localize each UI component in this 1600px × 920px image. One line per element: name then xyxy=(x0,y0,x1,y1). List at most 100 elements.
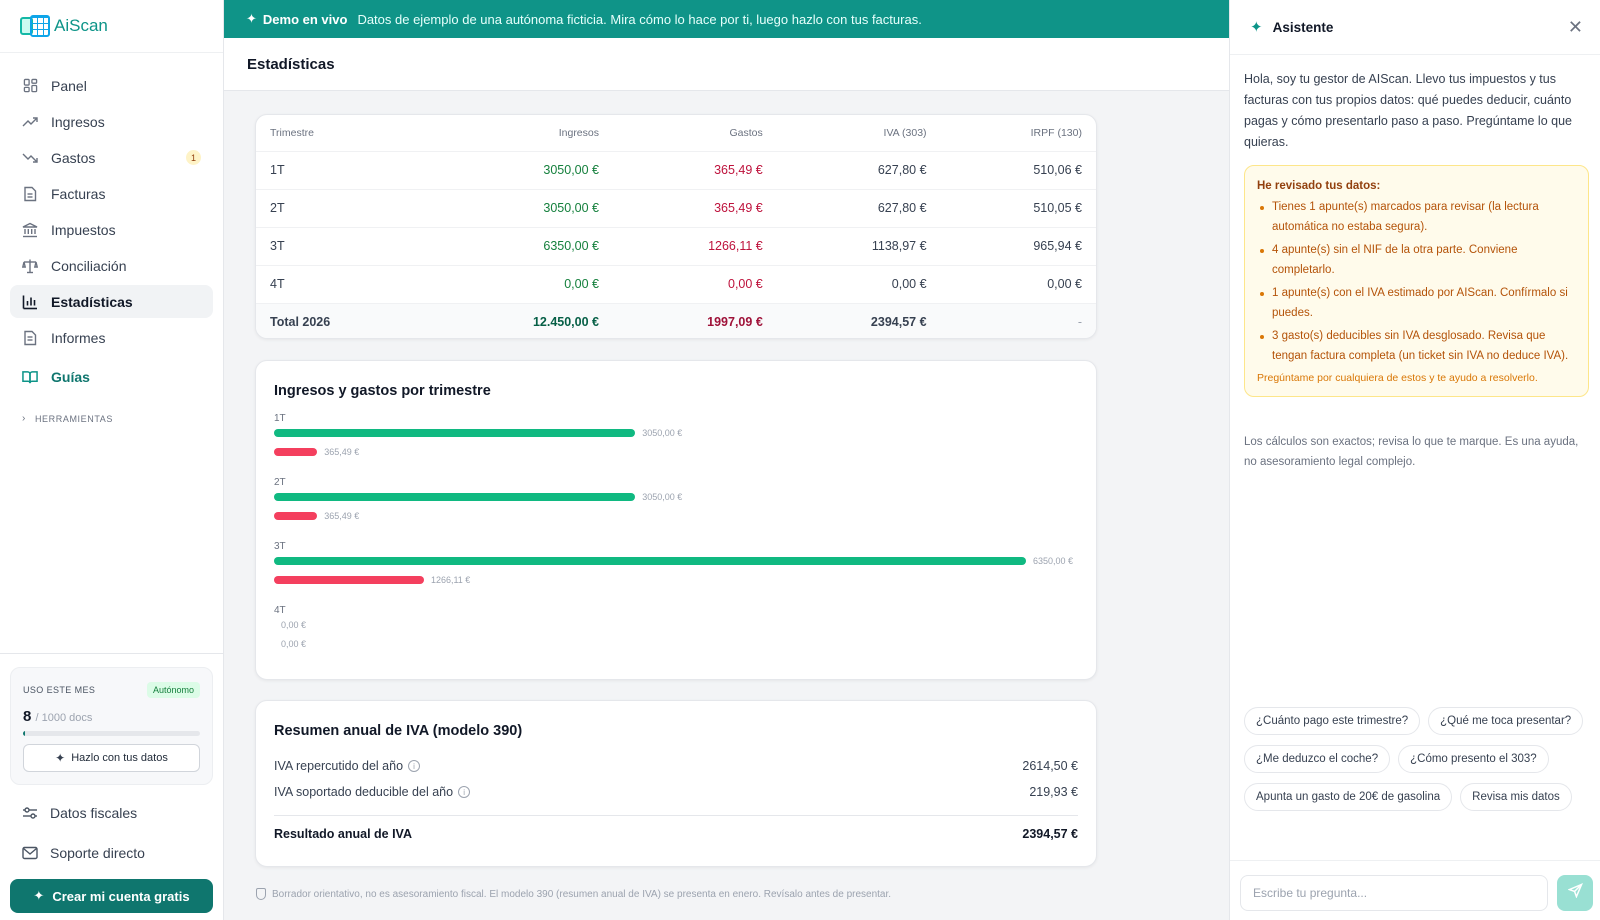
suggestion-chip[interactable]: ¿Qué me toca presentar? xyxy=(1428,707,1584,735)
quarter-table: Trimestre Ingresos Gastos IVA (303) IRPF (13… xyxy=(256,115,1096,338)
usage-limit: / 1000 docs xyxy=(35,712,93,724)
table-cell: 12.450,00 € xyxy=(532,315,599,330)
iva-repercutido-row: IVA repercutido del año i 2614,50 € xyxy=(274,759,1078,773)
page-title: Estadísticas xyxy=(224,38,1229,91)
sidebar-item-datos-fiscales[interactable]: Datos fiscales xyxy=(0,795,223,831)
scale-icon xyxy=(22,258,38,274)
sidebar-item-ingresos[interactable]: Ingresos xyxy=(10,105,213,138)
assistant-panel: ✦ Asistente ✕ Hola, soy tu gestor de AIS… xyxy=(1229,0,1600,920)
sidebar-item-label: Guías xyxy=(51,368,90,385)
bar-value-label: 3050,00 € xyxy=(642,428,683,438)
iva-soportado-value: 219,93 € xyxy=(1029,785,1078,799)
review-item: 3 gasto(s) deducibles sin IVA desglosado… xyxy=(1257,327,1576,366)
assistant-intro: Hola, soy tu gestor de AIScan. Llevo tus… xyxy=(1244,72,1572,149)
sidebar-item-label: Impuestos xyxy=(51,221,116,238)
column-header: IRPF (130) xyxy=(1030,126,1082,139)
close-icon[interactable]: ✕ xyxy=(1567,17,1583,37)
sidebar: AiScan Panel Ingresos Gastos 1 Facturas … xyxy=(0,0,224,920)
sidebar-item-panel[interactable]: Panel xyxy=(10,69,213,102)
table-cell: 510,06 € xyxy=(1033,163,1082,177)
table-cell: 365,49 € xyxy=(714,201,763,215)
assistant-input-bar xyxy=(1230,860,1600,920)
income-bar xyxy=(274,493,636,501)
tools-toggle[interactable]: › HERRAMIENTAS xyxy=(22,413,223,424)
table-cell: 0,00 € xyxy=(1047,277,1082,291)
use-own-data-button[interactable]: ✦ Hazlo con tus datos xyxy=(23,744,200,772)
plan-badge: Autónomo xyxy=(146,682,200,698)
usage-label: USO ESTE MES xyxy=(23,685,96,695)
income-bar xyxy=(274,429,636,437)
sidebar-item-facturas[interactable]: Facturas xyxy=(10,177,213,210)
table-cell: 1266,11 € xyxy=(708,239,763,253)
chart-card: Ingresos y gastos por trimestre 1T 3050,0… xyxy=(255,360,1097,680)
chart-category-label: 2T xyxy=(274,477,286,488)
usage-card: USO ESTE MES Autónomo 8 / 1000 docs ✦ Ha… xyxy=(10,667,213,785)
iva-summary-card: Resumen anual de IVA (modelo 390) IVA re… xyxy=(255,700,1097,867)
iva-summary-title: Resumen anual de IVA (modelo 390) xyxy=(274,723,523,739)
assistant-input[interactable] xyxy=(1240,875,1548,911)
table-cell: 2394,57 € xyxy=(870,315,927,330)
sliders-icon xyxy=(22,805,38,821)
sidebar-item-conciliacion[interactable]: Conciliación xyxy=(10,249,213,282)
bar-value-label: 365,49 € xyxy=(324,511,360,521)
sidebar-item-label: Estadísticas xyxy=(51,293,133,310)
table-cell: 1997,09 € xyxy=(707,315,763,330)
sidebar-item-label: Gastos xyxy=(51,149,96,166)
suggestion-chip[interactable]: Revisa mis datos xyxy=(1460,783,1572,811)
assistant-title: Asistente xyxy=(1272,19,1334,35)
suggestion-chip[interactable]: ¿Me deduzco el coche? xyxy=(1244,745,1391,773)
bar-value-label: 6350,00 € xyxy=(1033,556,1074,566)
sidebar-item-label: Facturas xyxy=(51,185,106,202)
iva-soportado-label: IVA soportado deducible del año xyxy=(274,785,454,799)
column-header: Trimestre xyxy=(270,126,314,139)
expense-bar xyxy=(274,576,424,584)
usage-count-value: 8 xyxy=(23,708,32,725)
iva-result-row: Resultado anual de IVA 2394,57 € xyxy=(274,827,1078,841)
sidebar-item-estadisticas[interactable]: Estadísticas xyxy=(10,285,213,318)
table-cell: 4T xyxy=(270,277,285,291)
dashboard-icon xyxy=(22,78,38,94)
logo-icon xyxy=(20,15,50,37)
review-item: Tienes 1 apunte(s) marcados para revisar… xyxy=(1257,198,1576,237)
logo[interactable]: AiScan xyxy=(0,0,223,53)
info-icon[interactable]: i xyxy=(408,760,421,772)
sidebar-item-informes[interactable]: Informes xyxy=(10,321,213,354)
sidebar-item-label: Panel xyxy=(51,77,87,94)
disclaimer: Borrador orientativo, no es asesoramient… xyxy=(256,888,891,900)
table-cell: Total 2026 xyxy=(270,315,331,330)
gastos-badge: 1 xyxy=(186,150,201,165)
table-row: 3T 6350,00 € 1266,11 € 1138,97 € 965,94 € xyxy=(256,227,1096,265)
info-icon[interactable]: i xyxy=(458,786,471,798)
chart-title: Ingresos y gastos por trimestre xyxy=(274,383,491,399)
usage-section: USO ESTE MES Autónomo 8 / 1000 docs ✦ Ha… xyxy=(0,653,223,871)
table-cell: 0,00 € xyxy=(728,277,763,291)
sidebar-item-impuestos[interactable]: Impuestos xyxy=(10,213,213,246)
sidebar-item-label: Informes xyxy=(51,329,106,346)
suggestion-chip[interactable]: ¿Cómo presento el 303? xyxy=(1398,745,1549,773)
sidebar-item-soporte[interactable]: Soporte directo xyxy=(0,835,223,871)
sidebar-item-guias[interactable]: Guías xyxy=(10,360,213,393)
iva-result-value: 2394,57 € xyxy=(1022,827,1078,841)
trending-down-icon xyxy=(22,150,38,166)
sidebar-item-gastos[interactable]: Gastos 1 xyxy=(10,141,213,174)
usage-progress xyxy=(23,731,200,736)
suggestion-chip[interactable]: ¿Cuánto pago este trimestre? xyxy=(1244,707,1421,735)
sidebar-item-label: Soporte directo xyxy=(50,845,145,861)
expense-bar xyxy=(274,512,318,520)
create-account-button[interactable]: ✦ Crear mi cuenta gratis xyxy=(10,879,213,913)
income-bar xyxy=(274,557,1026,565)
review-title: He revisado tus datos: xyxy=(1257,180,1381,192)
book-open-icon xyxy=(22,369,38,385)
send-icon xyxy=(1566,882,1583,903)
table-cell: 365,49 € xyxy=(714,163,763,177)
bar-value-label: 0,00 € xyxy=(281,620,307,630)
iva-result-label: Resultado anual de IVA xyxy=(274,827,412,841)
send-button[interactable] xyxy=(1557,875,1593,911)
suggestion-chip[interactable]: Apunta un gasto de 20€ de gasolina xyxy=(1244,783,1453,811)
table-cell: - xyxy=(1077,315,1082,330)
table-cell: 3050,00 € xyxy=(543,201,599,215)
demo-banner-message: Datos de ejemplo de una autónoma fictici… xyxy=(357,11,922,27)
review-footer: Pregúntame por cualquiera de estos y te … xyxy=(1257,372,1538,384)
chart-category-label: 4T xyxy=(274,605,286,616)
bar-value-label: 3050,00 € xyxy=(642,492,683,502)
